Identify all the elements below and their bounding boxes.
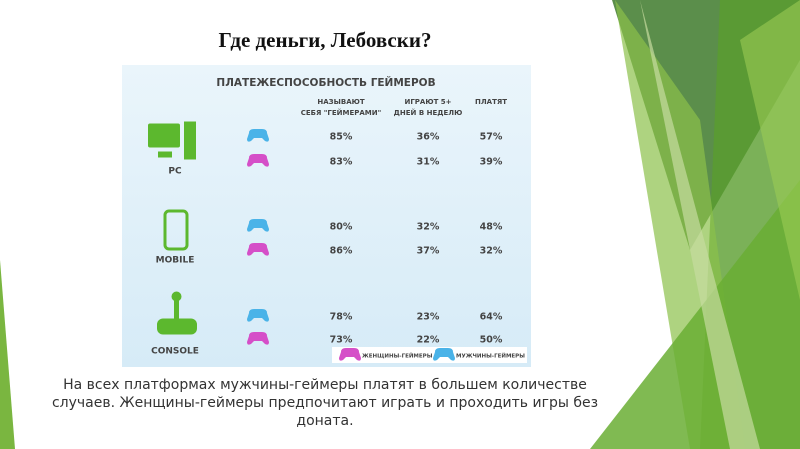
platform-label: MOBILE (156, 256, 195, 266)
caption: На всех платформах мужчины-геймеры платя… (51, 377, 599, 429)
console-icon (157, 318, 197, 335)
legend-bg (332, 347, 527, 363)
gamepad-icon (247, 332, 269, 345)
legend-label: МУЖЧИНЫ-ГЕЙМЕРЫ (456, 352, 525, 360)
gamepad-icon (247, 309, 269, 322)
cell: 86% (330, 246, 353, 257)
cell: 57% (480, 132, 503, 143)
gamepad-icon (339, 348, 361, 361)
column-header: СЕБЯ "ГЕЙМЕРАМИ" (301, 108, 382, 117)
gamepad-icon (247, 129, 269, 142)
console-icon (174, 298, 179, 321)
column-header: НАЗЫВАЮТ (317, 98, 364, 106)
column-header: ДНЕЙ В НЕДЕЛЮ (394, 108, 463, 117)
cell: 48% (480, 222, 503, 233)
console-icon (171, 291, 182, 302)
cell: 36% (417, 132, 440, 143)
cell: 37% (417, 246, 440, 257)
column-header: ИГРАЮТ 5+ (404, 98, 451, 106)
cell: 31% (417, 157, 440, 168)
cell: 23% (417, 312, 440, 323)
cell: 78% (330, 312, 353, 323)
pc-icon (158, 151, 172, 158)
pc-icon (184, 121, 196, 160)
infographic-title: ПЛАТЕЖЕСПОСОБНОСТЬ ГЕЙМЕРОВ (216, 76, 435, 89)
cell: 73% (330, 335, 353, 346)
gamepad-icon (433, 348, 455, 361)
cell: 22% (417, 335, 440, 346)
pc-icon (148, 123, 180, 148)
cell: 85% (330, 132, 353, 143)
infographic: ПЛАТЕЖЕСПОСОБНОСТЬ ГЕЙМЕРОВ НАЗЫВАЮТ СЕБЯ… (122, 65, 531, 367)
gamepad-icon (247, 219, 269, 232)
column-header: ПЛАТЯТ (475, 98, 507, 106)
gamepad-icon (247, 154, 269, 167)
cell: 50% (480, 335, 503, 346)
gamepad-icon (247, 243, 269, 256)
cell: 83% (330, 157, 353, 168)
cell: 32% (417, 222, 440, 233)
cell: 39% (480, 157, 503, 168)
cell: 80% (330, 222, 353, 233)
cell: 64% (480, 312, 503, 323)
infographic-bg (122, 65, 531, 367)
platform-label: PC (168, 167, 182, 177)
legend-label: ЖЕНЩИНЫ-ГЕЙМЕРЫ (362, 352, 433, 360)
mobile-icon (163, 209, 189, 251)
cell: 32% (480, 246, 503, 257)
slide-title: Где деньги, Лебовски? (218, 28, 432, 52)
platform-label: CONSOLE (151, 347, 199, 357)
